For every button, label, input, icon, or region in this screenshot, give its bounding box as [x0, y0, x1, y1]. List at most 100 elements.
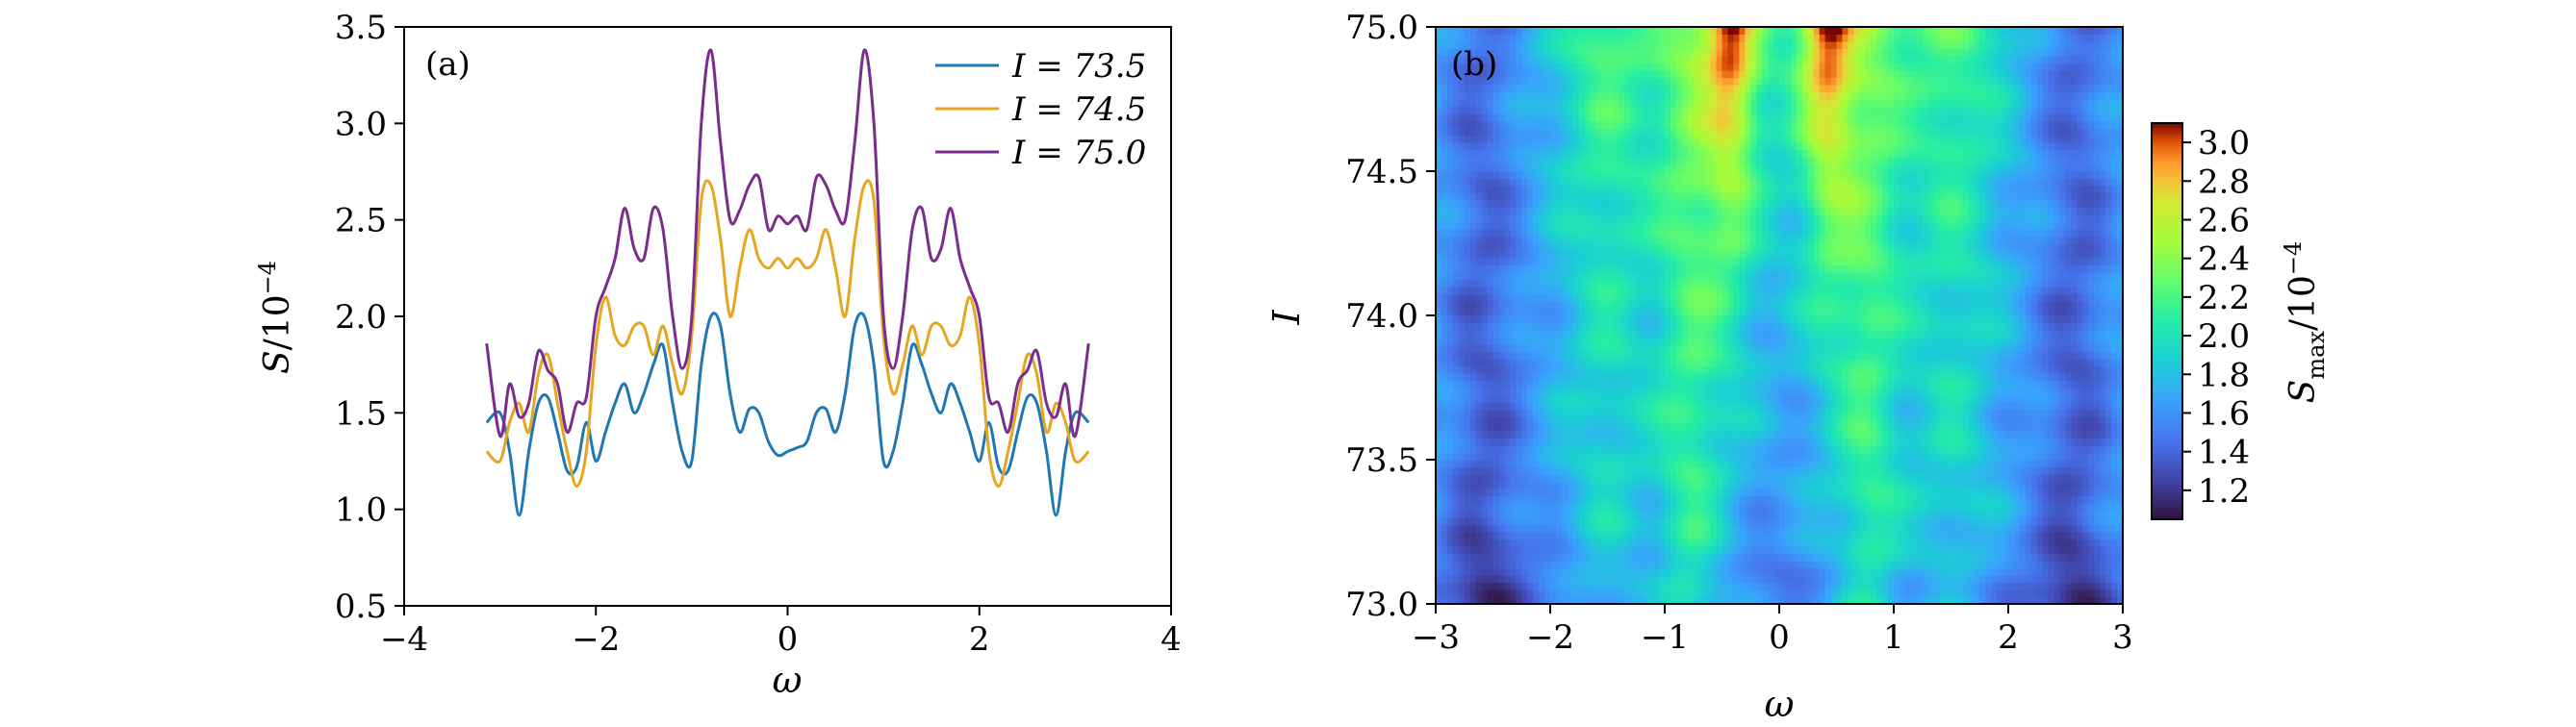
heatmap-cell [1733, 402, 1740, 411]
heatmap-cell [1704, 474, 1712, 483]
heatmap-cell [1687, 373, 1695, 382]
heatmap-cell [1642, 315, 1648, 324]
heatmap-cell [1698, 359, 1706, 367]
heatmap-cell [1492, 373, 1500, 382]
heatmap-cell [1910, 503, 1918, 512]
heatmap-cell [1922, 322, 1929, 331]
heatmap-cell [1665, 337, 1671, 345]
heatmap-cell [1521, 365, 1528, 374]
heatmap-cell [1813, 539, 1821, 547]
heatmap-cell [2071, 489, 2078, 497]
heatmap-cell [1710, 510, 1718, 518]
heatmap-cell [1779, 524, 1786, 533]
heatmap-cell [1933, 539, 1941, 547]
heatmap-cell [2025, 438, 2032, 446]
heatmap-cell [1436, 423, 1442, 432]
heatmap-cell [1653, 532, 1660, 540]
heatmap-cell [1659, 351, 1666, 360]
heatmap-cell [1613, 517, 1620, 526]
heatmap-cell [2042, 416, 2050, 425]
heatmap-cell [1968, 409, 1975, 417]
heatmap-cell [1779, 539, 1786, 547]
heatmap-cell [2008, 582, 2015, 590]
heatmap-cell [2019, 460, 2027, 468]
heatmap-cell [1487, 359, 1494, 367]
heatmap-cell [1904, 460, 1912, 468]
heatmap-cell [1796, 359, 1803, 367]
heatmap-cell [1704, 460, 1712, 468]
heatmap-cell [1555, 546, 1563, 555]
heatmap-cell [1750, 344, 1757, 353]
heatmap-cell [1745, 388, 1751, 396]
heatmap-cell [1894, 388, 1900, 396]
heatmap-cell [2053, 438, 2061, 446]
heatmap-cell [2100, 365, 2106, 374]
heatmap-cell [1773, 452, 1780, 461]
heatmap-cell [1945, 561, 1952, 569]
heatmap-cell [1521, 489, 1528, 497]
heatmap-cell [2111, 388, 2118, 396]
heatmap-cell [1647, 539, 1654, 547]
heatmap-cell [2111, 510, 2118, 518]
heatmap-cell [1997, 452, 2003, 461]
heatmap-cell [1842, 402, 1849, 411]
heatmap-cell [1819, 489, 1826, 497]
heatmap-cell [1876, 388, 1883, 396]
heatmap-cell [2094, 474, 2101, 483]
heatmap-cell [1773, 431, 1780, 439]
heatmap-cell [1974, 365, 1980, 374]
heatmap-cell [1504, 301, 1511, 310]
heatmap-cell [1659, 561, 1666, 569]
heatmap-cell [2013, 567, 2021, 576]
heatmap-cell [2030, 466, 2038, 475]
heatmap-cell [1578, 322, 1586, 331]
heatmap-cell [1670, 365, 1677, 374]
heatmap-cell [1624, 438, 1631, 446]
heatmap-cell [1492, 575, 1500, 584]
heatmap-cell [1607, 409, 1615, 417]
heatmap-cell [1979, 460, 1986, 468]
heatmap-cell [1436, 510, 1442, 518]
heatmap-cell [1693, 524, 1700, 533]
heatmap-cell [1933, 351, 1941, 360]
heatmap-cell [1991, 337, 1998, 345]
heatmap-cell [1458, 460, 1466, 468]
heatmap-cell [1813, 409, 1821, 417]
heatmap-cell [1441, 445, 1448, 454]
heatmap-cell [1894, 359, 1900, 367]
heatmap-cell [2077, 567, 2083, 576]
heatmap-cell [1933, 402, 1941, 411]
heatmap-cell [1853, 517, 1860, 526]
heatmap-cell [1951, 388, 1958, 396]
heatmap-cell [1899, 524, 1906, 533]
heatmap-cell [2082, 474, 2089, 483]
heatmap-cell [1458, 561, 1466, 569]
heatmap-cell [1464, 344, 1471, 353]
heatmap-cell [1567, 416, 1574, 425]
heatmap-cell [1836, 337, 1844, 345]
heatmap-cell [1762, 481, 1769, 489]
heatmap-cell [1595, 445, 1603, 454]
heatmap-cell [1572, 373, 1580, 382]
heatmap-cell [1590, 308, 1597, 316]
heatmap-cell [1436, 489, 1442, 497]
heatmap-cell [1979, 466, 1986, 475]
heatmap-cell [1899, 308, 1906, 316]
heatmap-cell [2105, 365, 2112, 374]
heatmap-cell [1939, 517, 1947, 526]
heatmap-cell [1590, 322, 1597, 331]
heatmap-cell [1859, 344, 1866, 353]
heatmap-cell [1927, 409, 1935, 417]
heatmap-cell [1527, 380, 1534, 389]
heatmap-cell [1521, 337, 1528, 345]
heatmap-cell [1853, 315, 1860, 324]
heatmap-cell [1848, 373, 1854, 382]
heatmap-cell [1510, 330, 1517, 338]
heatmap-cell [1670, 517, 1677, 526]
heatmap-cell [1510, 575, 1517, 584]
heatmap-cell [1927, 380, 1935, 389]
heatmap-cell [1630, 330, 1637, 338]
heatmap-cell [2088, 466, 2095, 475]
heatmap-cell [1939, 575, 1947, 584]
heatmap-cell [2077, 474, 2083, 483]
